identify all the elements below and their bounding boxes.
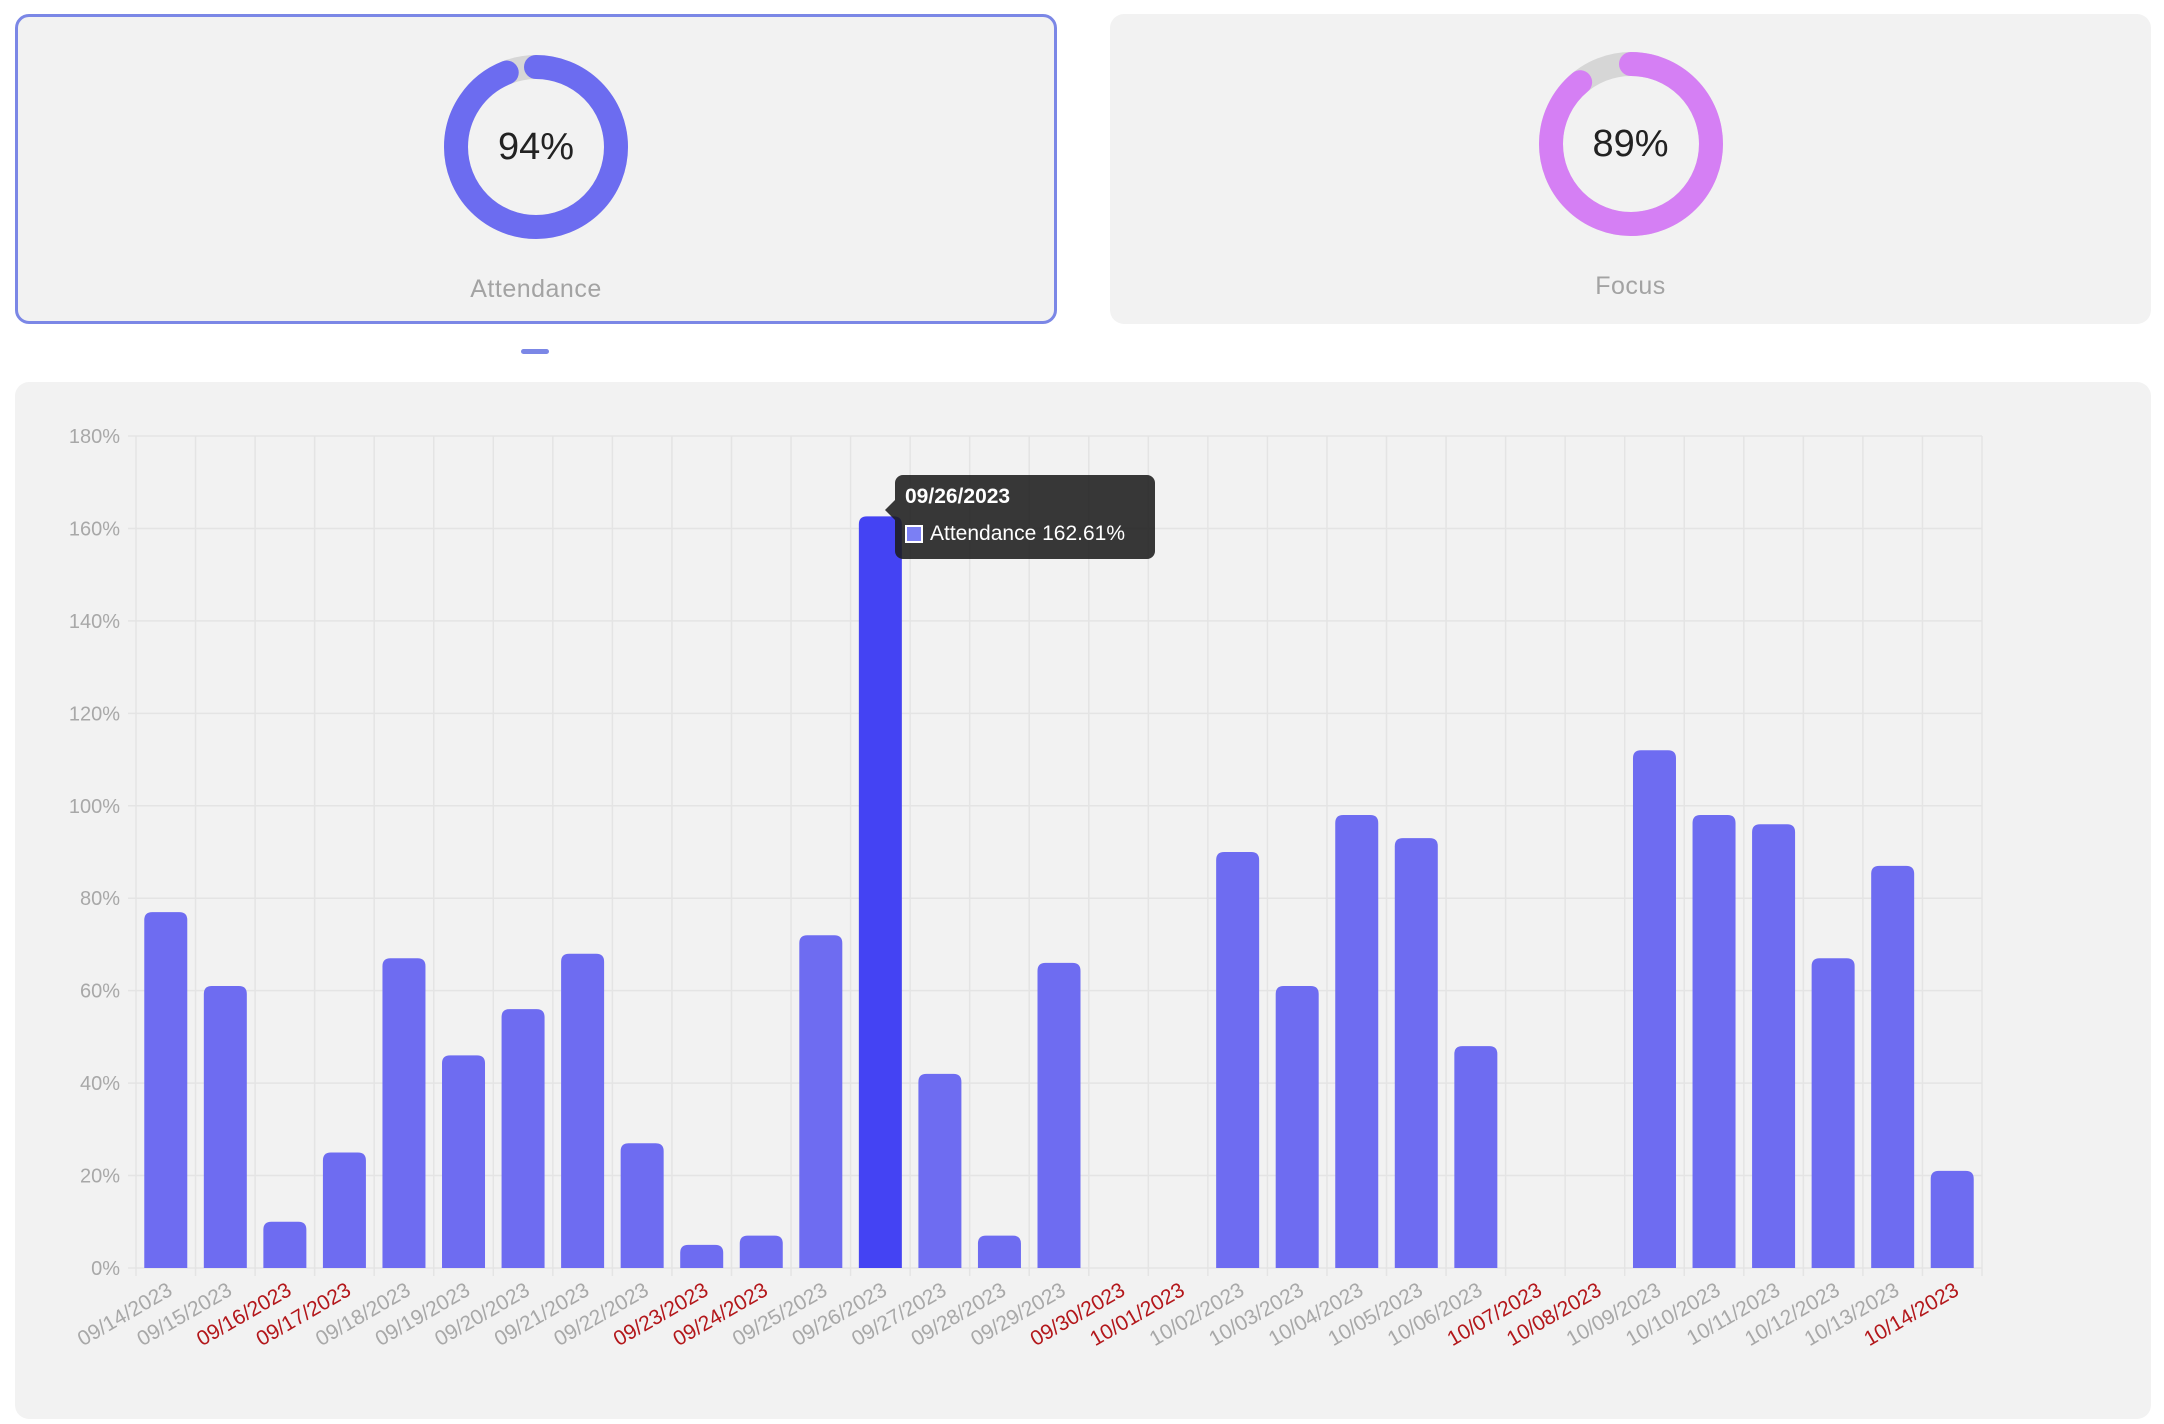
- y-tick-label: 20%: [80, 1166, 120, 1188]
- bar-09-14-2023: [144, 912, 188, 1268]
- carousel-indicator[interactable]: [521, 349, 549, 354]
- bar-10-03-2023: [1275, 986, 1319, 1268]
- bar-10-05-2023: [1394, 838, 1438, 1268]
- focus-donut-arc: [1538, 52, 1723, 236]
- y-tick-label: 40%: [80, 1073, 120, 1095]
- tooltip-series-value: Attendance 162.61%: [930, 522, 1125, 545]
- bar-09-24-2023: [739, 1235, 783, 1268]
- focus-donut-graphic: [1538, 52, 1723, 236]
- bar-09-29-2023: [1037, 962, 1081, 1268]
- bar-10-06-2023: [1454, 1046, 1498, 1268]
- bar-10-02-2023: [1216, 852, 1260, 1268]
- bar-09-15-2023: [203, 986, 247, 1268]
- bar-09-21-2023: [561, 953, 605, 1268]
- bar-09-17-2023: [322, 1152, 366, 1268]
- attendance-label: Attendance: [470, 275, 602, 303]
- bar-09-20-2023: [501, 1009, 545, 1268]
- y-tick-label: 180%: [69, 426, 120, 448]
- bar-10-10-2023: [1692, 815, 1736, 1268]
- y-tick-label: 100%: [69, 796, 120, 818]
- bar-09-19-2023: [442, 1055, 486, 1268]
- y-tick-label: 160%: [69, 518, 120, 540]
- y-tick-label: 60%: [80, 981, 120, 1003]
- focus-donut: 89%: [1538, 52, 1723, 236]
- bar-09-25-2023: [799, 935, 843, 1268]
- bar-09-22-2023: [620, 1143, 664, 1268]
- chart-tooltip: 09/26/2023 Attendance 162.61%: [885, 475, 1155, 559]
- bar-09-28-2023: [977, 1235, 1021, 1268]
- bar-09-26-2023: [858, 516, 902, 1268]
- focus-label: Focus: [1595, 272, 1666, 300]
- bar-10-12-2023: [1811, 958, 1855, 1268]
- attendance-donut-graphic: [444, 55, 628, 239]
- bar-09-27-2023: [918, 1073, 962, 1268]
- attendance-value: 94%: [497, 125, 575, 168]
- tooltip-date: 09/26/2023: [905, 485, 1011, 508]
- y-tick-label: 140%: [69, 611, 120, 633]
- focus-value: 89%: [1592, 122, 1669, 165]
- y-tick-label: 80%: [80, 888, 120, 910]
- attendance-donut-arc: [444, 55, 628, 239]
- attendance-bar-chart: 0%20%40%60%80%100%120%140%160%180%09/14/…: [69, 426, 1983, 1351]
- tooltip-series-swatch: [905, 525, 923, 543]
- bar-09-18-2023: [382, 958, 426, 1268]
- bar-10-13-2023: [1871, 865, 1915, 1268]
- bar-09-23-2023: [680, 1244, 724, 1268]
- attendance-donut: 94%: [444, 55, 628, 239]
- attendance-card[interactable]: 94% Attendance: [15, 14, 1057, 324]
- bar-10-14-2023: [1930, 1170, 1974, 1268]
- y-tick-label: 0%: [91, 1258, 120, 1280]
- bar-10-09-2023: [1632, 750, 1676, 1268]
- y-tick-label: 120%: [69, 703, 120, 725]
- bar-10-11-2023: [1752, 824, 1796, 1268]
- bar-09-16-2023: [263, 1221, 307, 1268]
- bar-10-04-2023: [1335, 815, 1379, 1268]
- focus-card[interactable]: 89% Focus: [1110, 14, 2151, 324]
